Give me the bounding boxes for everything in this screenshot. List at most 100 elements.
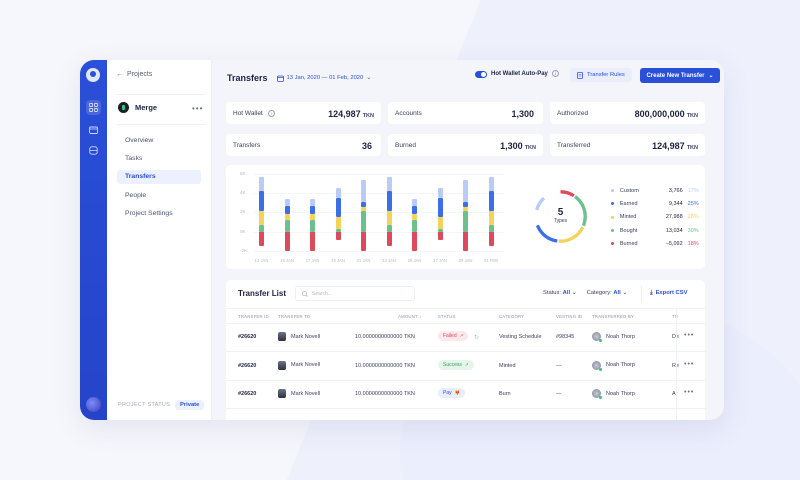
transfer-rules-button[interactable]: Transfer Rules: [570, 68, 632, 82]
nav-item-people[interactable]: People: [125, 192, 147, 199]
legend-item-bought[interactable]: Bought 13,034 30%: [611, 224, 701, 237]
nav-item-transfers[interactable]: Transfers: [117, 170, 201, 184]
bar-segment-burned[interactable]: [335, 231, 341, 241]
col-amount[interactable]: AMOUNT ↓: [398, 314, 422, 319]
donut-segment-bought[interactable]: [534, 190, 587, 243]
autopay-toggle[interactable]: [475, 71, 487, 78]
bar-segment-burned[interactable]: [488, 231, 494, 246]
bar-segment-earned[interactable]: [310, 205, 315, 215]
donut-segment-minted[interactable]: [534, 190, 587, 243]
bar-segment-custom[interactable]: [386, 176, 392, 192]
bar-segment-bought[interactable]: [386, 224, 392, 232]
bar-segment-bought[interactable]: [437, 228, 443, 232]
project-selector[interactable]: Merge: [118, 102, 157, 113]
category-filter[interactable]: Category: All ⌄: [586, 290, 628, 296]
nav-item-tasks[interactable]: Tasks: [125, 155, 143, 162]
more-options-icon[interactable]: •••: [192, 104, 204, 113]
donut-segment-burned[interactable]: [534, 190, 587, 243]
table-row[interactable]: #26620 Mark Novell 10.0000000000000 TKN …: [226, 381, 705, 409]
info-icon[interactable]: i: [267, 109, 275, 117]
row-more-icon[interactable]: •••: [684, 332, 695, 339]
bar-segment-custom[interactable]: [463, 179, 468, 202]
bar-segment-burned[interactable]: [284, 231, 290, 251]
bar-segment-burned[interactable]: [412, 231, 417, 251]
user-avatar[interactable]: [86, 397, 101, 412]
bar-segment-custom[interactable]: [259, 176, 264, 192]
row-more-icon[interactable]: •••: [684, 389, 695, 396]
table-row[interactable]: #26620 Mark Novell 10.0000000000000 TKN …: [226, 353, 705, 381]
bar-segment-burned[interactable]: [259, 231, 264, 246]
bar-segment-minted[interactable]: [412, 214, 417, 221]
bar-segment-earned[interactable]: [259, 191, 264, 212]
col-transferred-by[interactable]: TRANSFERRED BY: [592, 314, 634, 319]
search-input[interactable]: Search...: [295, 286, 415, 301]
bar-segment-earned[interactable]: [463, 201, 468, 207]
status-badge[interactable]: Failed ↗: [438, 331, 469, 341]
row-more-icon[interactable]: •••: [684, 360, 695, 368]
legend-item-earned[interactable]: Earned 9,344 25%: [611, 197, 701, 210]
bar-segment-earned[interactable]: [437, 198, 443, 218]
nav-item-overview[interactable]: Overview: [125, 137, 154, 144]
wallet-icon[interactable]: [86, 122, 101, 137]
bar-segment-bought[interactable]: [488, 224, 494, 232]
bar-segment-bought[interactable]: [412, 220, 417, 232]
retry-icon[interactable]: ↻: [474, 335, 480, 341]
database-icon[interactable]: [86, 143, 101, 158]
bar-segment-minted[interactable]: [259, 211, 264, 225]
grid-icon[interactable]: [86, 100, 101, 115]
bar-segment-earned[interactable]: [284, 205, 290, 215]
bar-segment-earned[interactable]: [386, 191, 392, 212]
bar-segment-custom[interactable]: [335, 188, 341, 198]
bar-segment-minted[interactable]: [488, 211, 494, 225]
col-tr[interactable]: TR: [672, 314, 678, 319]
create-new-transfer-button[interactable]: Create New Transfer ⌄: [640, 68, 720, 83]
col-transfer-id[interactable]: TRANSFER ID: [238, 314, 269, 319]
info-icon[interactable]: i: [551, 70, 559, 77]
bar-segment-minted[interactable]: [335, 217, 341, 229]
export-csv-button[interactable]: ⤓ Export CSV: [650, 290, 688, 296]
nav-item-project-settings[interactable]: Project Settings: [125, 210, 173, 217]
date-range-picker[interactable]: 13 Jan, 2020 — 01 Feb, 2020 ⌄: [276, 75, 371, 82]
bar-segment-bought[interactable]: [284, 220, 290, 232]
legend-item-burned[interactable]: Burned −5,092 18%: [611, 237, 701, 250]
bar-segment-minted[interactable]: [284, 214, 290, 221]
status-filter[interactable]: Status: All ⌄: [543, 290, 577, 296]
bar-segment-burned[interactable]: [386, 231, 392, 246]
legend-item-minted[interactable]: Minted 27,988 28%: [611, 211, 701, 224]
bar-segment-burned[interactable]: [310, 231, 315, 251]
logo-icon[interactable]: [86, 68, 100, 82]
transfer-id[interactable]: #26620: [238, 362, 257, 369]
bar-segment-bought[interactable]: [361, 211, 366, 232]
bar-segment-custom[interactable]: [361, 179, 366, 202]
bar-segment-custom[interactable]: [284, 198, 290, 206]
bar-segment-burned[interactable]: [437, 231, 443, 241]
bar-segment-custom[interactable]: [310, 198, 315, 206]
bar-segment-custom[interactable]: [488, 176, 494, 192]
bar-segment-burned[interactable]: [361, 231, 366, 251]
bar-segment-earned[interactable]: [361, 201, 366, 207]
bar-segment-burned[interactable]: [463, 231, 468, 251]
col-status[interactable]: STATUS: [438, 314, 456, 319]
bar-segment-minted[interactable]: [463, 206, 468, 212]
back-to-projects-link[interactable]: ← Projects: [116, 71, 153, 78]
bar-segment-minted[interactable]: [310, 214, 315, 221]
col-vesting-id[interactable]: VESTING ID: [556, 314, 583, 319]
bar-segment-custom[interactable]: [412, 198, 417, 206]
bar-segment-minted[interactable]: [386, 211, 392, 225]
bar-segment-minted[interactable]: [361, 206, 366, 212]
project-status-badge[interactable]: Private: [175, 400, 205, 410]
bar-segment-bought[interactable]: [259, 224, 264, 232]
table-row[interactable]: #26620 Mark Novell 10.0000000000000 TKN …: [226, 324, 705, 352]
bar-segment-bought[interactable]: [310, 220, 315, 232]
bar-segment-earned[interactable]: [412, 205, 417, 215]
col-category[interactable]: CATEGORY: [499, 314, 525, 319]
transfer-id[interactable]: #26620: [238, 391, 257, 397]
status-badge[interactable]: Pay 🦊: [438, 388, 466, 398]
legend-item-custom[interactable]: Custom 3,766 17%: [611, 184, 701, 197]
transfer-id[interactable]: #26620: [238, 334, 257, 340]
col-transfer-to[interactable]: TRANSFER TO: [278, 314, 311, 319]
status-badge[interactable]: Success ↗: [438, 359, 474, 370]
bar-segment-custom[interactable]: [437, 188, 443, 198]
bar-segment-minted[interactable]: [437, 217, 443, 229]
bar-segment-earned[interactable]: [335, 198, 341, 218]
